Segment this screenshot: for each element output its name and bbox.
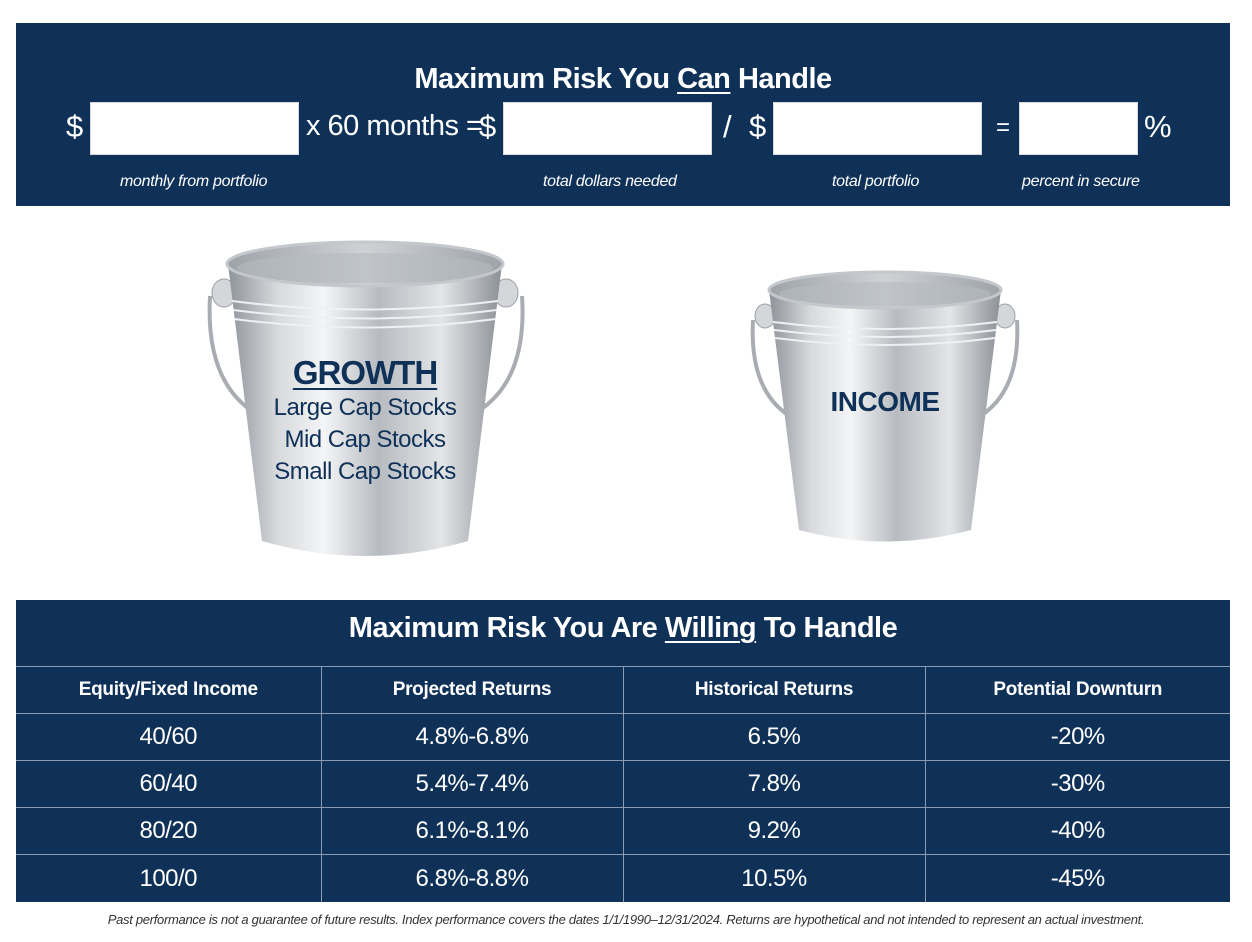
column-header: Potential Downturn xyxy=(924,665,1230,715)
column-header: Projected Returns xyxy=(320,665,624,715)
table-row: 100/0 6.8%-8.8% 10.5% -45% xyxy=(16,854,1230,902)
table-cell: 60/40 xyxy=(16,760,322,809)
dollar-sign: $ xyxy=(66,109,84,144)
table-cell: 10.5% xyxy=(622,854,926,902)
monthly-from-portfolio-input[interactable] xyxy=(90,102,299,155)
table-header-row: Equity/Fixed Income Projected Returns Hi… xyxy=(16,665,1230,715)
income-label-group: INCOME xyxy=(745,386,1025,418)
equals-symbol: = xyxy=(996,114,1011,141)
total-portfolio-input[interactable] xyxy=(773,102,982,155)
percent-in-secure-input[interactable] xyxy=(1019,102,1138,155)
dollar-sign: $ xyxy=(749,109,767,144)
growth-line-large-cap: Large Cap Stocks xyxy=(273,394,457,421)
table-row: 60/40 5.4%-7.4% 7.8% -30% xyxy=(16,760,1230,809)
income-title: INCOME xyxy=(830,386,941,417)
growth-bucket: GROWTH Large Cap Stocks Mid Cap Stocks S… xyxy=(200,236,530,566)
table-cell: -45% xyxy=(924,854,1230,902)
disclaimer-footnote: Past performance is not a guarantee of f… xyxy=(107,912,1145,927)
panel-title: Maximum Risk You Can Handle xyxy=(414,63,832,95)
growth-label-group: GROWTH Large Cap Stocks Mid Cap Stocks S… xyxy=(200,354,530,488)
table-cell: 5.4%-7.4% xyxy=(320,760,624,809)
total-portfolio-caption: total portfolio xyxy=(832,173,920,190)
column-header: Historical Returns xyxy=(622,665,926,715)
table-cell: 40/60 xyxy=(16,713,322,762)
table-cell: 6.5% xyxy=(622,713,926,762)
table-row: 80/20 6.1%-8.1% 9.2% -40% xyxy=(16,807,1230,856)
risk-willing-panel: Maximum Risk You Are Willing To Handle E… xyxy=(16,600,1230,902)
total-dollars-needed-input[interactable] xyxy=(503,102,712,155)
table-cell: -20% xyxy=(924,713,1230,762)
total-needed-caption: total dollars needed xyxy=(543,173,677,190)
table-cell: -30% xyxy=(924,760,1230,809)
monthly-caption: monthly from portfolio xyxy=(120,173,268,190)
percent-symbol: % xyxy=(1144,109,1172,144)
table-cell: 9.2% xyxy=(622,807,926,856)
table-cell: 80/20 xyxy=(16,807,322,856)
growth-title: GROWTH xyxy=(292,354,438,391)
table-cell: 4.8%-6.8% xyxy=(320,713,624,762)
risk-table: Equity/Fixed Income Projected Returns Hi… xyxy=(16,665,1230,902)
table-cell: 6.1%-8.1% xyxy=(320,807,624,856)
risk-can-handle-panel: Maximum Risk You Can Handle $ x 60 month… xyxy=(16,23,1230,206)
table-cell: 6.8%-8.8% xyxy=(320,854,624,902)
dollar-sign: $ xyxy=(479,109,497,144)
table-cell: -40% xyxy=(924,807,1230,856)
table-cell: 7.8% xyxy=(622,760,926,809)
bucket-icon xyxy=(207,240,525,556)
growth-line-small-cap: Small Cap Stocks xyxy=(274,458,456,485)
multiply-months-text: x 60 months = xyxy=(306,110,483,142)
income-bucket: INCOME xyxy=(745,268,1025,548)
divide-symbol: / xyxy=(723,109,732,144)
growth-line-mid-cap: Mid Cap Stocks xyxy=(284,426,446,453)
percent-secure-caption: percent in secure xyxy=(1022,173,1140,190)
column-header: Equity/Fixed Income xyxy=(16,665,322,715)
bucket-icon xyxy=(750,270,1020,542)
table-cell: 100/0 xyxy=(16,854,322,902)
table-row: 40/60 4.8%-6.8% 6.5% -20% xyxy=(16,713,1230,762)
panel-title: Maximum Risk You Are Willing To Handle xyxy=(348,612,898,644)
